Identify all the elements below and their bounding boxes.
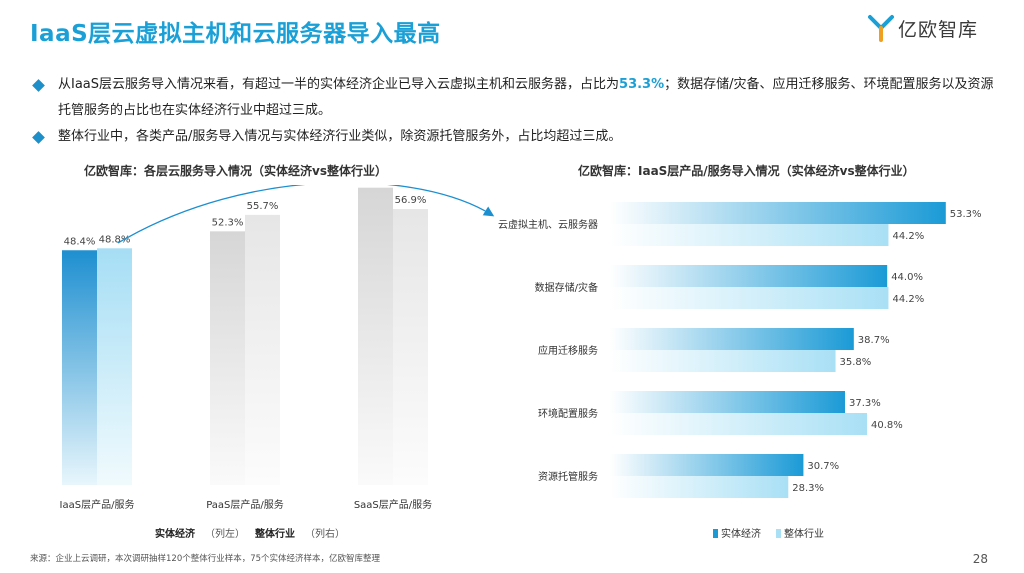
left-bar-chart: 48.4% 48.8% IaaS层产品/服务 52.3%55.7% PaaS层产品/服务… <box>60 185 495 540</box>
left-chart-title: 亿欧智库：各层云服务导入情况（实体经济vs整体行业） <box>84 164 387 178</box>
bar-value-label: 56.9% <box>395 195 427 206</box>
bullet-text-pre: 整体行业中，各类产品/服务导入情况与实体经济行业类似，除资源托管服务外，占比均超… <box>58 129 622 144</box>
connector-arrow <box>117 185 495 244</box>
logo-text: 亿欧智库 <box>897 18 978 41</box>
right-legend: 实体经济 整体行业 <box>713 527 824 540</box>
bar-value-label: 48.4% <box>64 236 96 247</box>
legend-industry-label: 整体行业 <box>784 527 824 540</box>
bullet-text: 整体行业中，各类产品/服务导入情况与实体经济行业类似，除资源托管服务外，占比均超… <box>34 124 994 150</box>
bar-industry <box>245 214 280 486</box>
right-chart-title: 亿欧智库：IaaS层产品/服务导入情况（实体经济vs整体行业） <box>578 164 915 178</box>
bar-value-label: 28.3% <box>792 483 824 494</box>
bullet-highlight: 53.3% <box>619 77 665 92</box>
category-label: 资源托管服务 <box>538 470 598 483</box>
bar-value-label: 37.3% <box>849 398 881 409</box>
bullet-text-post: ；数据存储/灾备、应用迁移服务、环境配置服务以及资源托管服务的占比也在实体经济行… <box>58 77 994 118</box>
logo-icon <box>867 15 894 42</box>
right-bar-chart: 云虚拟主机、云服务器 53.3% 44.2% 数据存储/灾备 44.0% 44.2% 应用迁… <box>498 202 982 540</box>
left-legend: 实体经济 （列左） 整体行业 （列右） <box>155 527 345 540</box>
bar-entity <box>610 202 946 224</box>
bullet-point: 从IaaS层云服务导入情况来看，有超过一半的实体经济企业已导入云虚拟主机和云服务… <box>32 72 994 124</box>
bar-value-label: 38.7% <box>858 335 890 346</box>
legend-entity-label: 实体经济 <box>721 527 761 540</box>
bar-industry <box>393 209 428 485</box>
bar-value-label: 40.8% <box>871 420 903 431</box>
category-label: IaaS层产品/服务 <box>60 498 135 511</box>
category-label: 数据存储/灾备 <box>535 281 598 294</box>
page-number: 28 <box>972 552 988 566</box>
category-label: 环境配置服务 <box>538 407 598 420</box>
brand-logo: 亿欧智库 <box>867 14 978 42</box>
bar-industry <box>610 413 868 435</box>
bullet-text: 从IaaS层云服务导入情况来看，有超过一半的实体经济企业已导入云虚拟主机和云服务… <box>34 72 994 124</box>
bar-value-label: 52.3% <box>212 217 244 228</box>
bar-entity <box>358 187 393 485</box>
bar-entity <box>210 231 245 485</box>
bar-industry <box>610 350 836 372</box>
source-note: 来源：企业上云调研，本次调研抽样120个整体行业样本，75个实体经济样本，亿欧智… <box>30 554 381 564</box>
bar-industry <box>610 476 789 498</box>
bar-entity <box>62 250 97 485</box>
bar-value-label: 44.2% <box>892 231 924 242</box>
bar-value-label: 44.0% <box>891 272 923 283</box>
legend-entity-label: 实体经济 <box>155 527 196 540</box>
category-label: 云虚拟主机、云服务器 <box>498 218 598 231</box>
bar-industry <box>610 224 889 246</box>
bar-value-label: 35.8% <box>840 357 872 368</box>
bar-value-label: 30.7% <box>807 461 839 472</box>
bullet-text-pre: 从IaaS层云服务导入情况来看，有超过一半的实体经济企业已导入云虚拟主机和云服务… <box>58 77 620 92</box>
bar-entity <box>610 391 845 413</box>
bar-entity <box>610 454 804 476</box>
legend-entity-note: （列左） <box>205 527 245 540</box>
bar-value-label: 48.8% <box>99 234 131 245</box>
legend-industry-label: 整体行业 <box>254 527 295 540</box>
bar-value-label: 55.7% <box>247 201 279 212</box>
bullet-point: 整体行业中，各类产品/服务导入情况与实体经济行业类似，除资源托管服务外，占比均超… <box>32 124 994 150</box>
bar-value-label: 53.3% <box>950 209 982 220</box>
bar-industry <box>610 287 889 309</box>
bar-value-label: 44.2% <box>892 294 924 305</box>
legend-swatch-entity <box>713 529 718 538</box>
bar-entity <box>610 328 854 350</box>
bar-industry <box>97 248 132 485</box>
category-label: PaaS层产品/服务 <box>206 498 284 511</box>
legend-industry-note: （列右） <box>305 527 345 540</box>
category-label: SaaS层产品/服务 <box>354 498 432 511</box>
page-title: IaaS层云虚拟主机和云服务器导入最高 <box>30 21 441 47</box>
legend-swatch-industry <box>776 529 781 538</box>
bar-entity <box>610 265 888 287</box>
category-label: 应用迁移服务 <box>538 344 598 357</box>
